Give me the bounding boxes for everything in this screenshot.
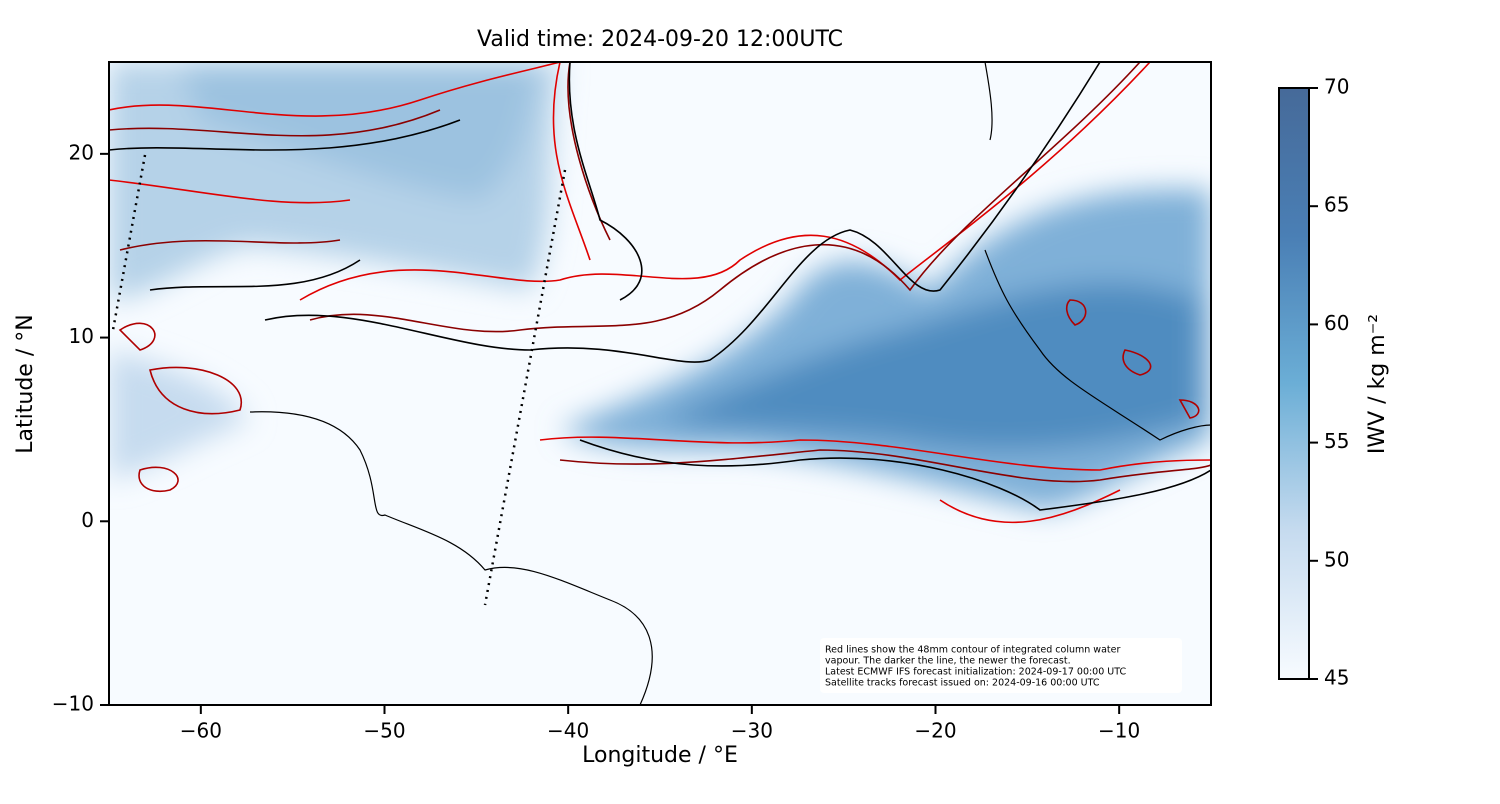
x-axis-label: Longitude / °E: [582, 743, 738, 768]
satellite-track: [111, 154, 567, 606]
x-tick-label: −30: [731, 719, 773, 743]
colorbar-tick-label: 55: [1324, 429, 1349, 453]
y-axis-label: Latitude / °N: [13, 314, 38, 453]
x-tick-label: −10: [1098, 719, 1140, 743]
annotation-line: Latest ECMWF IFS forecast initialization…: [825, 667, 1126, 678]
coastline: [249, 411, 653, 705]
x-tick-label: −20: [914, 719, 956, 743]
chart-title: Valid time: 2024-09-20 12:00UTC: [477, 27, 843, 52]
y-tick-label: 20: [69, 140, 94, 164]
x-tick-label: −60: [180, 719, 222, 743]
colorbar: [1278, 87, 1310, 680]
x-tick-label: −50: [363, 719, 405, 743]
colorbar-label: IWV / kg m⁻²: [1365, 314, 1390, 454]
x-tick-label: −40: [547, 719, 589, 743]
coastline: [984, 62, 1211, 441]
y-tick-label: 10: [69, 324, 94, 348]
annotation-line: Satellite tracks forecast issued on: 202…: [825, 678, 1100, 689]
annotation-line: Red lines show the 48mm contour of integ…: [825, 645, 1120, 656]
y-tick-label: 0: [81, 508, 94, 532]
annotation-box: [820, 638, 1182, 693]
y-tick-label: −10: [52, 692, 94, 716]
iwv-field: [109, 62, 1211, 705]
moist-band-core: [660, 283, 1200, 451]
contours: [109, 62, 1211, 524]
moist-region: [109, 350, 250, 480]
plot-frame: [108, 61, 1212, 706]
moist-region: [180, 62, 540, 200]
annotation-line: vapour. The darker the line, the newer t…: [825, 656, 1071, 667]
colorbar-tick-label: 65: [1324, 193, 1349, 217]
colorbar-tick-label: 70: [1324, 75, 1349, 99]
colorbar-tick-label: 60: [1324, 311, 1349, 335]
colorbar-tick-label: 45: [1324, 666, 1349, 690]
colorbar-tick-label: 50: [1324, 547, 1349, 571]
